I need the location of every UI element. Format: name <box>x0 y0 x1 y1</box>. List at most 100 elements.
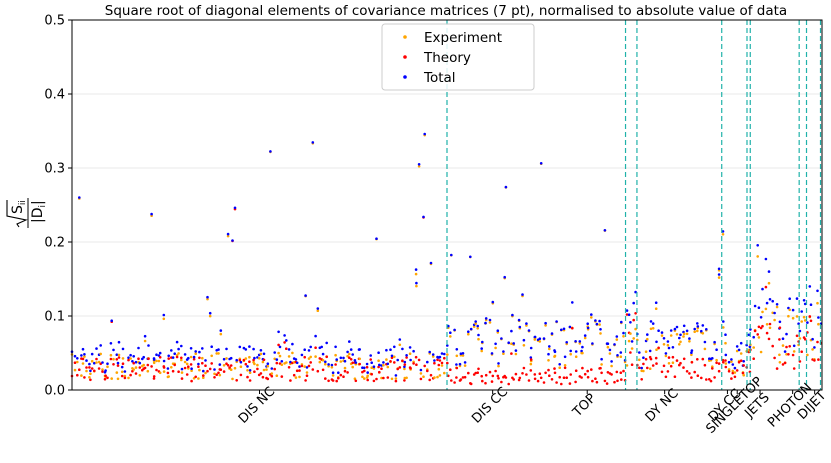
total-point <box>453 328 456 332</box>
theory-point <box>496 374 500 378</box>
theory-point <box>654 356 658 360</box>
theory-point <box>378 370 381 374</box>
legend: Experiment Theory Total <box>381 23 535 91</box>
theory-point <box>481 379 484 383</box>
theory-point <box>170 356 173 359</box>
theory-point <box>467 371 470 375</box>
theory-point <box>351 361 355 365</box>
experiment-point <box>768 326 772 330</box>
experiment-point <box>270 372 274 375</box>
experiment-point <box>690 353 693 357</box>
experiment-point <box>97 360 101 364</box>
theory-point <box>95 357 98 361</box>
experiment-point <box>547 359 550 362</box>
total-point <box>375 237 378 240</box>
experiment-point <box>316 309 320 313</box>
experiment-point <box>189 355 193 359</box>
total-point <box>648 349 652 353</box>
experiment-point <box>455 354 459 358</box>
total-point <box>415 281 418 285</box>
total-point <box>259 349 263 352</box>
theory-point <box>93 369 96 373</box>
theory-point <box>219 368 223 372</box>
experiment-point <box>696 329 699 333</box>
theory-point <box>235 379 238 382</box>
y-tick-label: 0.4 <box>44 88 65 103</box>
total-point <box>143 334 147 338</box>
theory-point <box>603 379 607 383</box>
theory-point <box>81 357 85 361</box>
total-point <box>132 355 135 358</box>
theory-point <box>739 359 743 363</box>
theory-point <box>813 359 816 362</box>
experiment-point <box>679 340 682 344</box>
total-point <box>428 350 432 354</box>
experiment-point <box>280 363 284 367</box>
theory-point <box>412 362 415 365</box>
total-point <box>510 329 513 333</box>
total-point <box>422 215 425 219</box>
total-point <box>85 359 88 362</box>
theory-point <box>785 345 788 349</box>
theory-point <box>405 356 408 359</box>
theory-point <box>180 377 184 380</box>
theory-point <box>644 357 648 361</box>
theory-point <box>166 371 170 375</box>
experiment-point <box>798 337 802 340</box>
total-point <box>398 338 402 341</box>
total-point <box>703 340 707 344</box>
total-point <box>690 351 693 355</box>
theory-point <box>759 326 763 330</box>
theory-point <box>401 359 404 363</box>
theory-point <box>210 362 213 365</box>
experiment-point <box>208 314 212 318</box>
total-point <box>620 320 623 324</box>
experiment-point <box>275 374 279 378</box>
experiment-point <box>756 255 759 258</box>
experiment-point <box>419 372 423 375</box>
total-point <box>287 348 291 351</box>
theory-point <box>724 359 727 362</box>
experiment-point <box>619 355 623 359</box>
experiment-point <box>717 276 721 279</box>
total-point <box>768 298 772 301</box>
x-category-label: TOP <box>570 391 600 421</box>
theory-point <box>484 373 488 377</box>
theory-point <box>415 363 418 367</box>
theory-point <box>129 373 132 377</box>
theory-point <box>259 372 263 375</box>
theory-point <box>285 347 288 351</box>
experiment-point <box>574 355 578 359</box>
total-point <box>155 353 158 357</box>
total-point <box>529 346 533 350</box>
experiment-point <box>558 366 561 370</box>
experiment-point <box>110 377 113 380</box>
total-point <box>544 321 547 325</box>
theory-point <box>363 369 366 373</box>
experiment-point <box>606 345 610 349</box>
total-point <box>365 362 369 366</box>
total-point <box>320 345 324 349</box>
total-point <box>731 363 735 366</box>
theory-point <box>173 363 176 367</box>
experiment-point <box>669 334 673 337</box>
total-point <box>619 351 623 354</box>
total-point <box>219 329 223 332</box>
theory-point <box>339 373 343 377</box>
total-point <box>298 365 301 368</box>
experiment-point <box>422 375 425 379</box>
total-point <box>529 356 533 359</box>
theory-point <box>771 344 774 348</box>
theory-point <box>792 367 796 370</box>
total-point <box>813 346 816 349</box>
total-point <box>83 353 86 356</box>
theory-point <box>446 361 449 365</box>
experiment-point <box>590 316 593 319</box>
theory-point <box>480 374 484 378</box>
experiment-point <box>553 354 557 358</box>
experiment-point <box>476 327 480 330</box>
total-point <box>778 320 782 324</box>
total-point <box>229 356 233 360</box>
legend-label-experiment: Experiment <box>424 30 502 46</box>
theory-point <box>242 358 246 362</box>
